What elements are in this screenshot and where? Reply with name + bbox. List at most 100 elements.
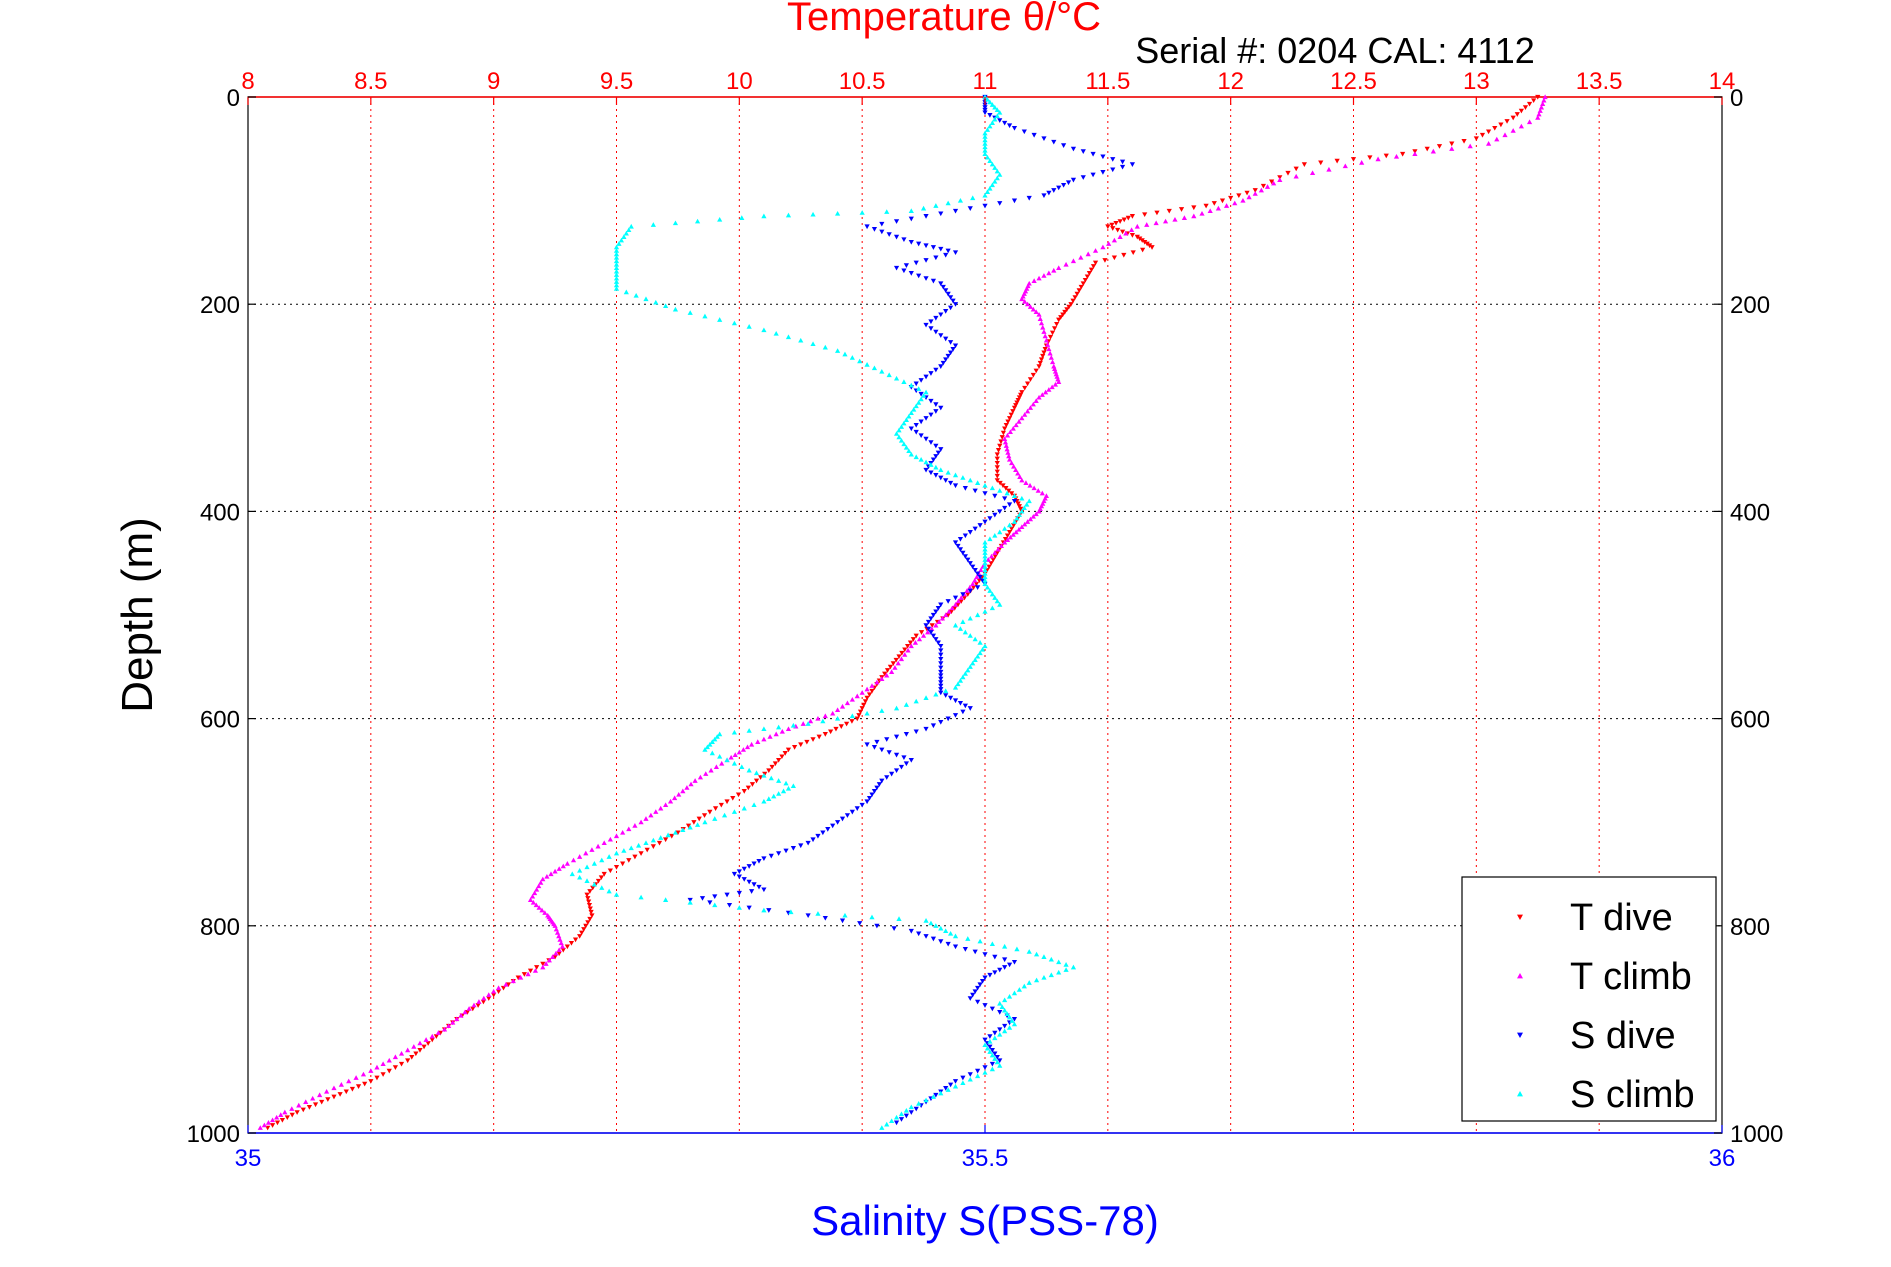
data-point	[533, 902, 539, 908]
data-point	[325, 1097, 331, 1102]
data-point	[1011, 405, 1018, 411]
data-point	[740, 747, 747, 752]
data-point	[425, 1041, 431, 1046]
data-point	[491, 988, 497, 994]
x-axis-label: Salinity S(PSS-78)	[811, 1197, 1159, 1244]
data-point	[957, 536, 964, 542]
data-point	[1009, 1018, 1015, 1023]
data-point	[745, 785, 751, 791]
data-point	[887, 664, 894, 670]
data-point	[1074, 291, 1080, 297]
data-point	[739, 215, 745, 220]
data-point	[952, 684, 959, 690]
data-point	[1514, 112, 1520, 117]
data-point	[970, 585, 977, 590]
data-point	[972, 989, 978, 995]
data-point	[982, 491, 988, 496]
data-point	[859, 690, 865, 695]
data-point	[982, 543, 988, 549]
data-point	[815, 716, 821, 721]
data-point	[940, 284, 946, 290]
data-point	[1479, 132, 1486, 138]
data-point	[1326, 166, 1332, 172]
data-point	[903, 263, 909, 268]
data-point	[724, 799, 730, 805]
data-point	[938, 648, 944, 653]
data-point	[999, 1004, 1005, 1010]
data-point	[975, 480, 981, 485]
data-point	[766, 796, 772, 801]
data-point	[879, 747, 885, 753]
data-point	[1019, 296, 1025, 302]
data-point	[687, 824, 693, 830]
legend-label-s-climb: S climb	[1570, 1074, 1695, 1116]
data-point	[957, 700, 964, 706]
data-point	[804, 739, 810, 745]
data-point	[1078, 284, 1084, 290]
data-point	[1014, 946, 1020, 952]
data-point	[1041, 350, 1047, 356]
data-point	[933, 637, 939, 642]
data-point	[623, 289, 629, 295]
data-point	[849, 719, 855, 724]
data-point	[1486, 141, 1492, 146]
data-point	[568, 940, 575, 946]
data-point	[871, 789, 878, 794]
data-point	[918, 433, 924, 439]
data-point	[761, 327, 767, 333]
data-point	[1293, 166, 1299, 172]
data-point	[933, 255, 939, 261]
data-point	[992, 116, 998, 122]
data-point	[1359, 160, 1365, 165]
data-point	[638, 819, 644, 825]
data-point	[916, 400, 922, 405]
data-point	[1129, 162, 1135, 167]
data-point	[905, 647, 911, 653]
data-point	[1041, 954, 1047, 959]
legend-marker-shape	[1517, 1032, 1523, 1038]
data-point	[869, 683, 875, 688]
data-point	[903, 417, 909, 422]
data-point	[975, 1068, 981, 1074]
data-point	[1449, 141, 1455, 147]
data-point	[1048, 972, 1054, 978]
data-point	[984, 127, 991, 132]
data-point	[815, 833, 821, 839]
data-point	[423, 1037, 429, 1042]
data-point	[1518, 123, 1524, 129]
data-point	[761, 736, 767, 742]
legend-marker-t-dive	[1517, 914, 1523, 920]
data-point	[844, 721, 850, 727]
data-point	[864, 362, 870, 367]
data-point	[380, 1061, 386, 1067]
data-point	[355, 1084, 362, 1089]
data-point	[1542, 94, 1548, 100]
data-point	[992, 104, 998, 110]
data-point	[462, 1009, 468, 1015]
data-point	[1070, 298, 1076, 304]
data-point	[982, 560, 988, 566]
data-point	[1461, 138, 1467, 144]
data-point	[1535, 94, 1541, 100]
data-point	[943, 336, 949, 342]
data-point	[491, 992, 497, 998]
data-point	[856, 713, 862, 718]
data-point	[903, 732, 909, 737]
data-point	[303, 1099, 309, 1104]
data-point	[938, 1090, 944, 1096]
data-point	[962, 629, 968, 635]
data-point	[653, 299, 659, 305]
data-point	[1042, 347, 1048, 352]
data-point	[771, 793, 777, 799]
data-point	[918, 419, 924, 425]
data-point	[768, 775, 774, 781]
data-point	[928, 398, 934, 404]
data-point	[1041, 273, 1047, 278]
data-point	[1036, 275, 1042, 281]
data-point	[753, 778, 760, 784]
top-tick-label: 12	[1217, 68, 1244, 95]
data-point	[989, 591, 995, 597]
data-point	[1002, 536, 1009, 542]
data-point	[960, 475, 966, 480]
data-point	[471, 1002, 477, 1008]
